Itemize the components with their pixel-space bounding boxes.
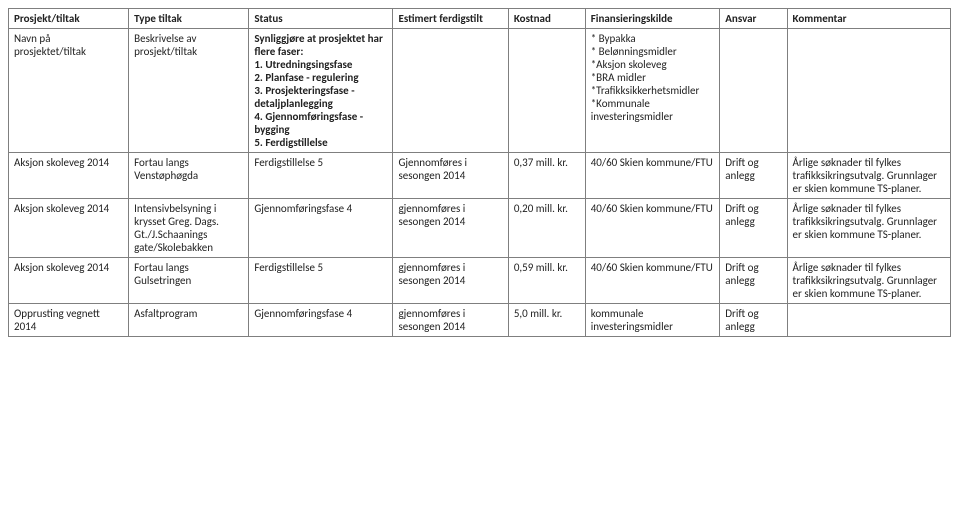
table-cell: [720, 29, 787, 153]
table-cell: Opprusting vegnett 2014: [9, 304, 129, 337]
table-cell: [787, 304, 950, 337]
col-header-1: Type tiltak: [129, 9, 249, 29]
col-header-5: Finansieringskilde: [585, 9, 720, 29]
table-cell: 40/60 Skien kommune/FTU: [585, 153, 720, 199]
table-cell: Gjennomføringsfase 4: [249, 199, 393, 258]
table-row: Aksjon skoleveg 2014Intensivbelsyning i …: [9, 199, 951, 258]
table-cell: 0,59 mill. kr.: [508, 258, 585, 304]
table-cell: Navn på prosjektet/tiltak: [9, 29, 129, 153]
col-header-3: Estimert ferdigstilt: [393, 9, 508, 29]
table-cell: Gjennomføres i sesongen 2014: [393, 153, 508, 199]
table-cell: Årlige søknader til fylkes trafikksikrin…: [787, 199, 950, 258]
table-cell: 5,0 mill. kr.: [508, 304, 585, 337]
table-cell: Gjennomføringsfase 4: [249, 304, 393, 337]
table-cell: 0,37 mill. kr.: [508, 153, 585, 199]
table-cell: Aksjon skoleveg 2014: [9, 153, 129, 199]
table-cell: Drift og anlegg: [720, 258, 787, 304]
table-row: Aksjon skoleveg 2014Fortau langs Venstøp…: [9, 153, 951, 199]
project-table: Prosjekt/tiltakType tiltakStatusEstimert…: [8, 8, 951, 337]
table-cell: Drift og anlegg: [720, 199, 787, 258]
table-cell: Asfaltprogram: [129, 304, 249, 337]
table-cell: 0,20 mill. kr.: [508, 199, 585, 258]
table-header-row: Prosjekt/tiltakType tiltakStatusEstimert…: [9, 9, 951, 29]
table-row: Aksjon skoleveg 2014Fortau langs Gulsetr…: [9, 258, 951, 304]
table-row: Navn på prosjektet/tiltakBeskrivelse av …: [9, 29, 951, 153]
table-cell: Aksjon skoleveg 2014: [9, 199, 129, 258]
table-cell: * Bypakka* Belønningsmidler*Aksjon skole…: [585, 29, 720, 153]
table-cell: Synliggjøre at prosjektet har flere fase…: [249, 29, 393, 153]
table-cell: Årlige søknader til fylkes trafikksikrin…: [787, 258, 950, 304]
table-cell: Årlige søknader til fylkes trafikksikrin…: [787, 153, 950, 199]
table-cell: Intensivbelsyning i krysset Greg. Dags. …: [129, 199, 249, 258]
table-cell: Ferdigstillelse 5: [249, 258, 393, 304]
table-cell: 40/60 Skien kommune/FTU: [585, 258, 720, 304]
table-cell: gjennomføres i sesongen 2014: [393, 199, 508, 258]
col-header-2: Status: [249, 9, 393, 29]
col-header-4: Kostnad: [508, 9, 585, 29]
col-header-6: Ansvar: [720, 9, 787, 29]
table-cell: [508, 29, 585, 153]
table-cell: kommunale investeringsmidler: [585, 304, 720, 337]
table-cell: Fortau langs Venstøphøgda: [129, 153, 249, 199]
table-row: Opprusting vegnett 2014AsfaltprogramGjen…: [9, 304, 951, 337]
table-cell: Ferdigstillelse 5: [249, 153, 393, 199]
table-cell: [393, 29, 508, 153]
col-header-7: Kommentar: [787, 9, 950, 29]
col-header-0: Prosjekt/tiltak: [9, 9, 129, 29]
table-cell: Drift og anlegg: [720, 304, 787, 337]
table-cell: gjennomføres i sesongen 2014: [393, 304, 508, 337]
table-cell: Fortau langs Gulsetringen: [129, 258, 249, 304]
table-cell: Aksjon skoleveg 2014: [9, 258, 129, 304]
table-cell: [787, 29, 950, 153]
table-cell: gjennomføres i sesongen 2014: [393, 258, 508, 304]
table-cell: Drift og anlegg: [720, 153, 787, 199]
table-cell: 40/60 Skien kommune/FTU: [585, 199, 720, 258]
table-cell: Beskrivelse av prosjekt/tiltak: [129, 29, 249, 153]
